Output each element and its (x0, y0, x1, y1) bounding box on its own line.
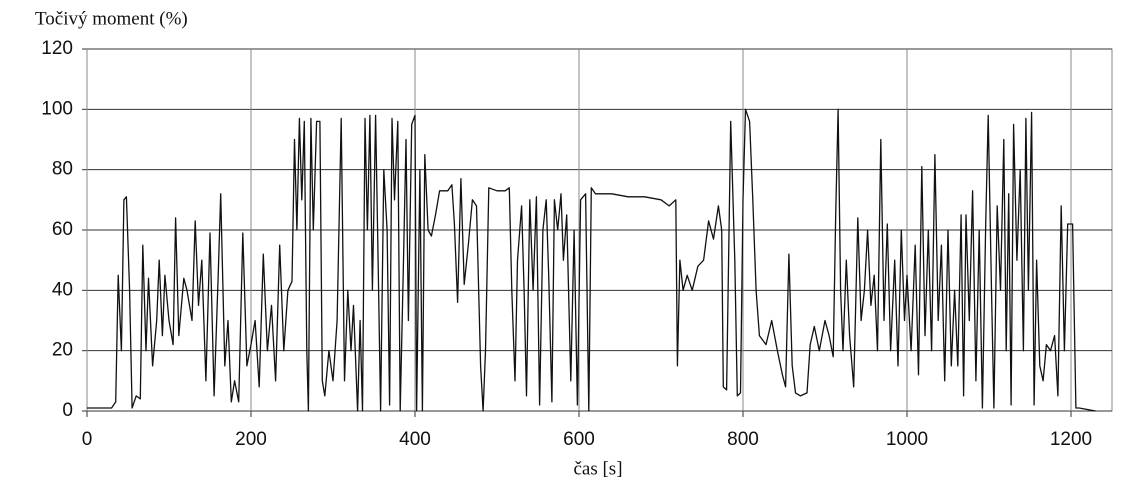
x-axis-label: čas [s] (573, 458, 622, 479)
y-tick-label: 60 (52, 219, 73, 240)
x-tick-label: 0 (82, 429, 93, 450)
y-tick-label: 0 (62, 400, 73, 421)
x-tick-label: 1000 (886, 429, 928, 450)
x-tick-label: 600 (563, 429, 595, 450)
y-tick-label: 80 (52, 159, 73, 180)
y-tick-label: 40 (52, 279, 73, 300)
x-tick-label: 1200 (1050, 429, 1092, 450)
y-tick-label: 20 (52, 340, 73, 361)
chart-title: Točivý moment (%) (35, 8, 188, 29)
y-tick-label: 100 (41, 98, 73, 119)
x-tick-label: 800 (727, 429, 759, 450)
data-line (87, 108, 1096, 412)
x-tick-label: 200 (235, 429, 267, 450)
x-tick-label: 400 (399, 429, 431, 450)
y-tick-label: 120 (41, 38, 73, 59)
